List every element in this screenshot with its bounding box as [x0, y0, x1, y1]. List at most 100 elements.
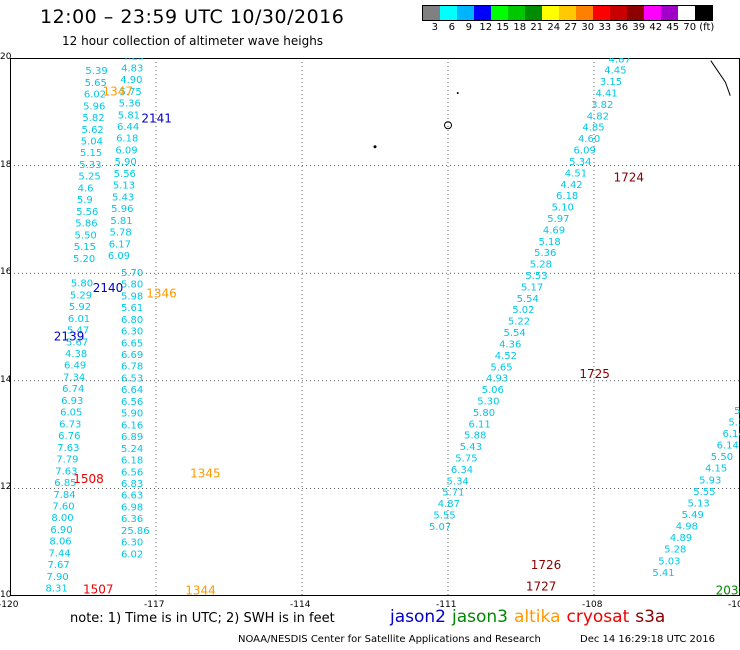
- wave-height-value: 5.22: [508, 317, 530, 328]
- color-scale-label: 21: [530, 22, 544, 33]
- wave-height-value: 5.81: [110, 216, 132, 227]
- legend-entry-s3a: s3a: [635, 607, 666, 627]
- wave-height-value: 6.18: [116, 134, 138, 145]
- wave-height-value: 5.28: [664, 545, 686, 556]
- wave-height-value: 7.63: [57, 443, 79, 454]
- wave-height-value: 6.93: [61, 396, 83, 407]
- coastline: [710, 60, 731, 96]
- wave-height-value: 6.02: [84, 90, 106, 101]
- wave-height-value: 5.28: [530, 260, 552, 271]
- wave-height-value: 6.09: [115, 145, 137, 156]
- wave-height-map[interactable]: 5.39 5.65 6.02 5.96 5.82 5.62 5.04 5.15 5.33 5.25…: [10, 58, 740, 596]
- wave-height-value: 5.80: [121, 280, 143, 291]
- wave-height-value: 6.73: [59, 419, 81, 430]
- page-subtitle: 12 hour collection of altimeter wave hei…: [62, 34, 324, 48]
- latitude-tick-label: 14: [0, 374, 12, 385]
- pass-time-label: 1725: [579, 367, 610, 381]
- pass-time-label: 2038: [716, 583, 740, 596]
- wave-height-value: 6.89: [121, 432, 143, 443]
- wave-height-value: 5.17: [521, 282, 543, 293]
- pass-time-label: 1726: [531, 558, 562, 572]
- wave-height-value: 5.18: [539, 237, 561, 248]
- color-scale-label: 6: [448, 22, 455, 33]
- wave-height-value: 6.17: [109, 239, 131, 250]
- credit-line: NOAA/NESDIS Center for Satellite Applica…: [238, 634, 541, 645]
- pass-time-label: 1346: [146, 286, 177, 300]
- wave-height-value: 5.49: [682, 510, 704, 521]
- wave-height-value: 5.86: [75, 219, 97, 230]
- wave-height-value: 6.30: [121, 327, 143, 338]
- wave-height-value: 6.01: [68, 314, 90, 325]
- color-scale-label: 33: [598, 22, 612, 33]
- island-mark: [444, 121, 452, 130]
- latitude-tick-label: 16: [0, 267, 12, 278]
- wave-height-value: 6.56: [121, 467, 143, 478]
- longitude-tick-label: -114: [290, 600, 311, 610]
- wave-height-value: 5.54: [517, 294, 539, 305]
- wave-height-value: 5.96: [111, 204, 133, 215]
- latitude-tick-label: 18: [0, 159, 12, 170]
- longitude-tick-label: -120: [0, 600, 19, 610]
- wave-height-value: 5.62: [82, 125, 104, 136]
- wave-height-value: 5.65: [85, 78, 107, 89]
- wave-height-value: 6.63: [121, 491, 143, 502]
- color-scale-label: 36: [615, 22, 629, 33]
- color-swatch: [525, 6, 542, 20]
- wave-height-value: 7.63: [55, 466, 77, 477]
- wave-height-value: 4.36: [499, 339, 521, 350]
- wave-height-value: 6.09: [574, 146, 596, 157]
- wave-height-value: 7.79: [56, 455, 78, 466]
- wave-height-value: 5.90: [121, 409, 143, 420]
- map-canvas: 5.395.656.025.965.825.625.045.155.335.25…: [10, 58, 740, 596]
- wave-height-value: 6.36: [121, 514, 143, 525]
- pass-time-label: 2140: [93, 281, 124, 295]
- wave-height-value: 4.38: [65, 349, 87, 360]
- wave-height-value: 4.45: [604, 66, 626, 77]
- footnote: note: 1) Time is in UTC; 2) SWH is in fe…: [70, 611, 335, 626]
- wave-height-value: 4.15: [705, 464, 727, 475]
- wave-height-value: 5.20: [73, 254, 95, 265]
- wave-height-value: 5.04: [81, 137, 103, 148]
- wave-height-value: 5.71: [442, 488, 464, 499]
- wave-height-value: 8.31: [46, 584, 68, 595]
- color-swatch: [644, 6, 661, 20]
- legend-entry-jason2: jason2: [390, 607, 446, 627]
- wave-height-value: 7.60: [52, 501, 74, 512]
- wave-height-value: 6.11: [468, 419, 490, 430]
- pass-time-label: 1345: [190, 467, 221, 481]
- wave-height-value: 6.02: [121, 549, 143, 560]
- color-swatch: [457, 6, 474, 20]
- wave-height-value: 5.25: [78, 172, 100, 183]
- wave-height-value: 4.69: [543, 225, 565, 236]
- wave-height-value: 5.82: [82, 113, 104, 124]
- wave-height-value: 4.51: [565, 168, 587, 179]
- color-scale-label: 24: [547, 22, 561, 33]
- wave-height-value: 7.84: [53, 490, 75, 501]
- wave-height-value: 6.53: [121, 373, 143, 384]
- color-swatch: [627, 6, 644, 20]
- color-swatch: [695, 6, 712, 20]
- wave-height-value: 6.69: [121, 350, 143, 361]
- longitude-tick-label: -108: [582, 600, 603, 610]
- wave-height-value: 5.70: [121, 268, 143, 279]
- wave-height-value: 5.43: [112, 192, 134, 203]
- color-swatch: [576, 6, 593, 20]
- wave-height-value: 6.90: [50, 525, 72, 536]
- color-swatch: [440, 6, 457, 20]
- satellite-legend: jason2 jason3 altika cryosat s3a: [390, 607, 671, 627]
- wave-height-value: 5.97: [547, 214, 569, 225]
- color-swatch: [542, 6, 559, 20]
- wave-height-value: 6.85: [54, 478, 76, 489]
- wave-height-value: 5.02: [512, 305, 534, 316]
- legend-entry-cryosat: cryosat: [566, 607, 630, 627]
- wave-height-value: 5.33: [79, 160, 101, 171]
- wave-height-value: 6.34: [451, 465, 473, 476]
- wave-height-value: 5.05: [734, 406, 740, 417]
- wave-height-value: 5.36: [534, 248, 556, 259]
- wave-height-value: 7.44: [48, 548, 70, 559]
- wave-height-value: 4.25: [122, 58, 144, 63]
- wave-height-value: 6.64: [121, 385, 143, 396]
- wave-height-value: 5.24: [121, 444, 143, 455]
- wave-height-value: 4.60: [578, 134, 600, 145]
- latitude-tick-label: 20: [0, 52, 12, 62]
